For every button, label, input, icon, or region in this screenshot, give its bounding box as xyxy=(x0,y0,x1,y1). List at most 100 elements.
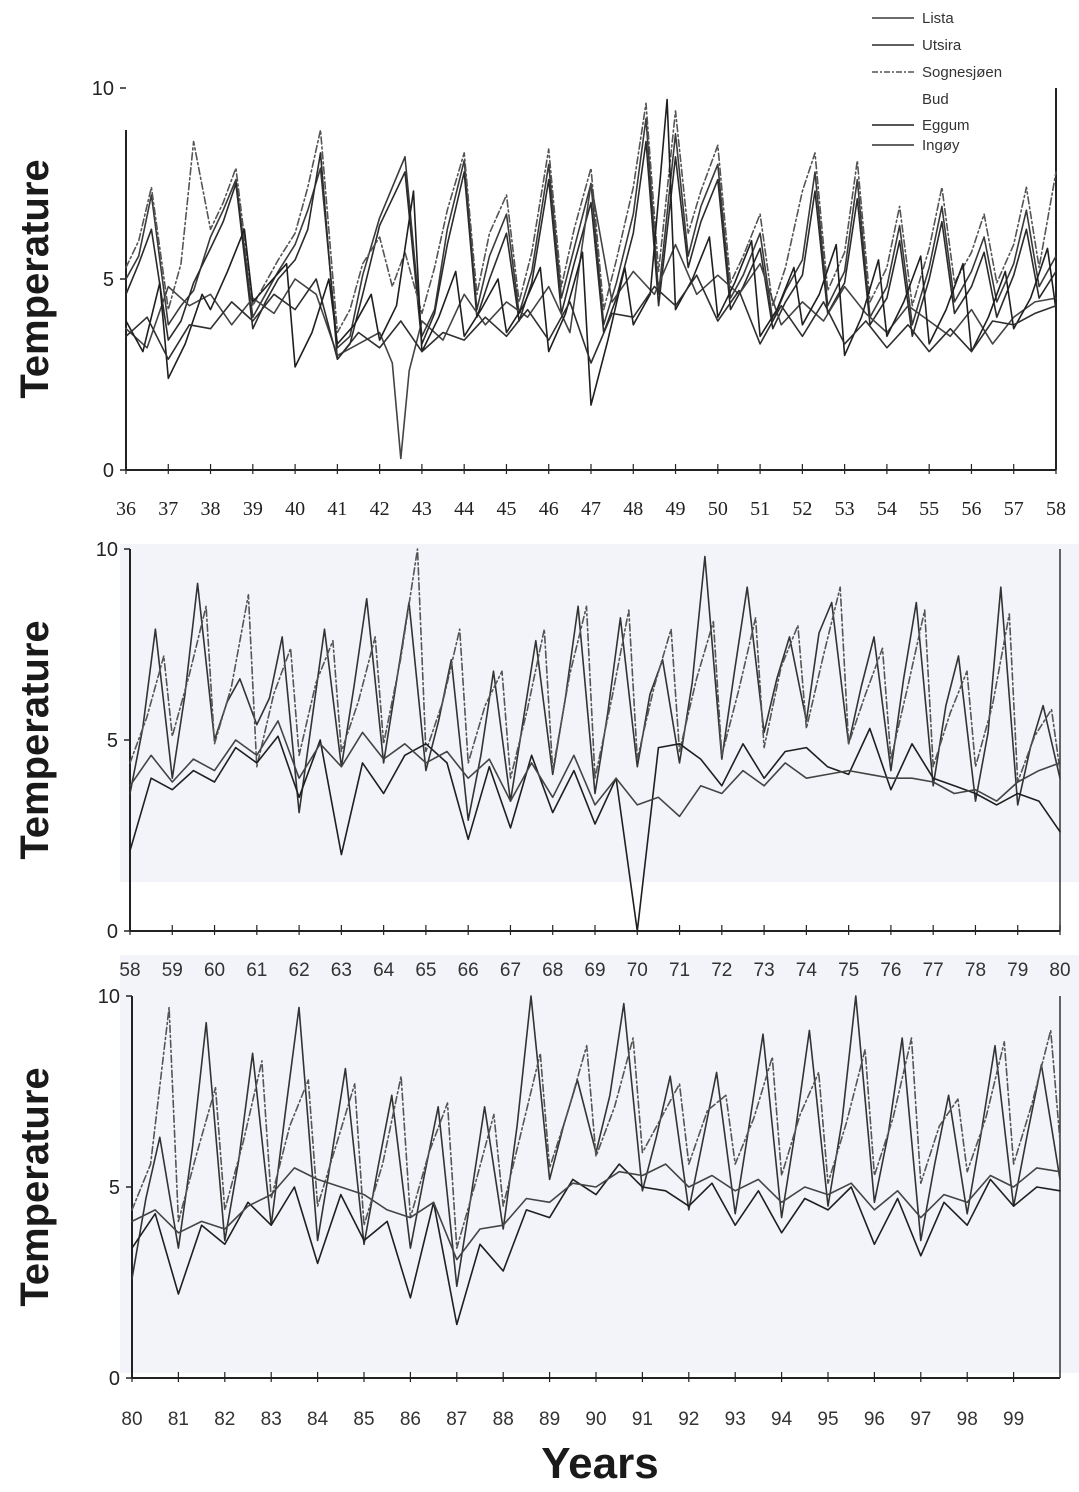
y-tick-label: 10 xyxy=(96,539,118,561)
x-tick-label: 94 xyxy=(771,1409,793,1430)
x-tick-label: 90 xyxy=(585,1409,606,1430)
y-tick-label: 5 xyxy=(103,269,114,291)
x-tick-label: 74 xyxy=(796,960,818,981)
x-tick-label: 62 xyxy=(289,960,310,981)
x-axis-title: Years xyxy=(541,1439,658,1488)
legend-label: Utsira xyxy=(922,37,962,54)
series-line-1 xyxy=(129,555,1061,822)
series-line-4 xyxy=(131,1163,1061,1261)
x-tick-label: 44 xyxy=(454,498,474,520)
x-tick-label: 82 xyxy=(214,1409,235,1430)
x-tick-label: 73 xyxy=(754,960,775,981)
x-tick-label: 53 xyxy=(835,498,855,520)
x-tick-label: 36 xyxy=(116,498,136,520)
x-tick-label: 54 xyxy=(877,498,897,520)
x-tick-label: 84 xyxy=(307,1409,329,1430)
legend-label: Ingøy xyxy=(922,137,960,154)
series-line-3 xyxy=(129,727,1061,932)
x-tick-label: 81 xyxy=(168,1409,189,1430)
x-tick-label: 76 xyxy=(880,960,901,981)
x-tick-label: 66 xyxy=(458,960,479,981)
x-tick-label: 55 xyxy=(919,498,939,520)
legend-label: Lista xyxy=(922,10,954,27)
x-tick-label: 89 xyxy=(539,1409,560,1430)
x-tick-label: 93 xyxy=(725,1409,746,1430)
series-line-ing-y xyxy=(125,274,1057,364)
x-tick-label: 95 xyxy=(817,1409,838,1430)
x-tick-label: 72 xyxy=(711,960,732,981)
x-tick-label: 99 xyxy=(1003,1409,1024,1430)
x-tick-label: 92 xyxy=(678,1409,699,1430)
x-tick-label: 65 xyxy=(415,960,436,981)
x-tick-label: 42 xyxy=(370,498,390,520)
series-line-utsira xyxy=(125,140,1057,361)
series-line-sognesj-en xyxy=(125,102,1057,334)
x-tick-label: 60 xyxy=(204,960,225,981)
x-tick-label: 39 xyxy=(243,498,263,520)
x-tick-label: 61 xyxy=(246,960,267,981)
x-tick-label: 78 xyxy=(965,960,986,981)
x-tick-label: 50 xyxy=(708,498,728,520)
x-tick-label: 41 xyxy=(327,498,347,520)
x-tick-label: 52 xyxy=(792,498,812,520)
x-tick-label: 40 xyxy=(285,498,305,520)
x-tick-label: 38 xyxy=(201,498,221,520)
y-tick-label: 10 xyxy=(98,986,120,1008)
legend-label: Bud xyxy=(922,91,949,108)
x-tick-label: 49 xyxy=(666,498,686,520)
x-tick-label: 45 xyxy=(496,498,516,520)
x-tick-label: 85 xyxy=(353,1409,374,1430)
series-line-4 xyxy=(129,720,1061,818)
y-axis-label: Temperature xyxy=(13,159,57,398)
chart-panel-1936-1958: 0 5 10 Temperature 36 37 38 39 40 41 42 43 44 45 46 47 4… xyxy=(13,78,1066,520)
x-tick-label: 91 xyxy=(632,1409,653,1430)
x-tick-label: 51 xyxy=(750,498,770,520)
x-tick-label: 75 xyxy=(838,960,859,981)
x-tick-label: 46 xyxy=(539,498,559,520)
x-tick-label: 83 xyxy=(261,1409,282,1430)
x-tick-label: 48 xyxy=(623,498,643,520)
series-line-eggum xyxy=(125,98,1057,406)
x-tick-label: 96 xyxy=(864,1409,885,1430)
x-tick-label: 58 xyxy=(119,960,140,981)
x-tick-label: 47 xyxy=(581,498,601,520)
y-axis-label: Temperature xyxy=(13,1067,57,1306)
y-tick-label: 5 xyxy=(109,1177,120,1199)
x-tick-label: 63 xyxy=(331,960,352,981)
x-tick-label: 86 xyxy=(400,1409,421,1430)
x-tick-label: 88 xyxy=(493,1409,514,1430)
x-tick-label: 79 xyxy=(1007,960,1028,981)
series-line-2 xyxy=(129,548,1061,783)
y-tick-label: 5 xyxy=(107,730,118,752)
x-tick-label: 58 xyxy=(1046,498,1066,520)
x-tick-label: 59 xyxy=(162,960,183,981)
x-tick-label: 77 xyxy=(923,960,944,981)
legend-label: Sognesjøen xyxy=(922,64,1002,81)
legend-label: Eggum xyxy=(922,117,970,134)
x-tick-label: 67 xyxy=(500,960,521,981)
y-tick-label: 0 xyxy=(107,921,118,943)
x-tick-label: 57 xyxy=(1004,498,1024,520)
y-tick-label: 0 xyxy=(109,1368,120,1390)
x-tick-label: 56 xyxy=(961,498,981,520)
chart-panel-1958-1980: 0 5 10 Temperature 58 59 60 61 62 63 64 65 66 67 68 69 7… xyxy=(13,539,1071,981)
x-tick-label: 68 xyxy=(542,960,563,981)
x-tick-label: 71 xyxy=(669,960,690,981)
y-tick-label: 0 xyxy=(103,460,114,482)
panel-2-background xyxy=(120,544,1079,882)
x-tick-label: 97 xyxy=(910,1409,931,1430)
x-tick-label: 37 xyxy=(158,498,178,520)
series-line-3 xyxy=(131,1163,1061,1326)
x-tick-label: 98 xyxy=(957,1409,978,1430)
x-tick-label: 43 xyxy=(412,498,432,520)
legend: Lista Utsira Sognesjøen Bud Eggum Ingøy xyxy=(872,10,1002,154)
chart-panel-1980-1999: 0 5 10 Temperature 80 81 82 83 84 85 86 87 88 89 90 91 9… xyxy=(13,986,1061,1430)
x-tick-label: 69 xyxy=(584,960,605,981)
x-tick-label: 80 xyxy=(1049,960,1070,981)
x-tick-label: 87 xyxy=(446,1409,467,1430)
x-tick-label: 80 xyxy=(121,1409,142,1430)
y-tick-label: 10 xyxy=(92,78,114,100)
x-tick-label: 64 xyxy=(373,960,395,981)
x-tick-label: 70 xyxy=(627,960,648,981)
